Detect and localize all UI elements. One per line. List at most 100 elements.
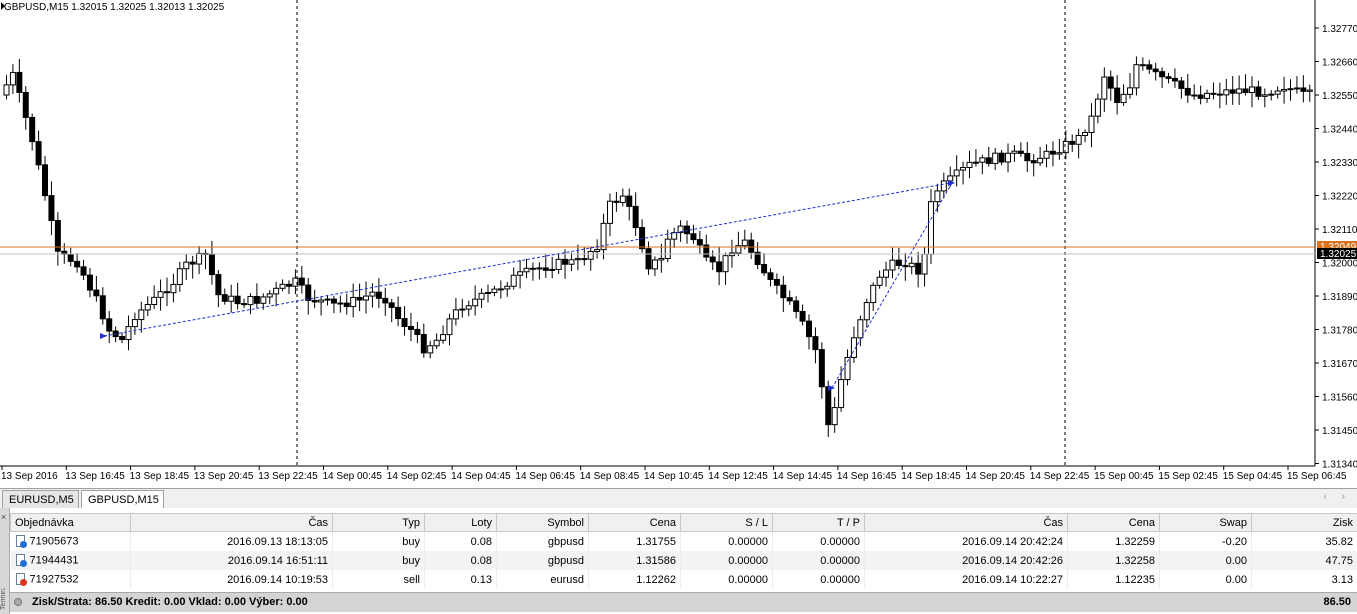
symbol-info: GBPUSD,M15 1.32015 1.32025 1.32013 1.320…	[4, 2, 225, 13]
candle-body	[273, 287, 280, 295]
candle-body	[1082, 131, 1089, 136]
candle-body	[587, 251, 594, 260]
col-header-sl[interactable]: S / L	[680, 513, 773, 532]
candle-body	[42, 164, 49, 197]
candle-body	[298, 277, 305, 286]
close-time-cell: 2016.09.14 20:42:26	[864, 551, 1068, 570]
price-tick-label: 1.32770	[1322, 24, 1357, 35]
candle-body	[1127, 87, 1133, 95]
bid-price-label: 1.32025	[1320, 249, 1357, 260]
candle-body	[594, 249, 601, 253]
col-header-symbol[interactable]: Symbol	[496, 513, 589, 532]
candle-body	[1255, 86, 1262, 97]
candle-body	[1242, 88, 1249, 94]
candle-body	[536, 267, 543, 270]
candle-body	[311, 299, 318, 303]
candle-body	[459, 308, 466, 311]
candle-body	[1197, 94, 1204, 99]
candle-body	[1114, 87, 1121, 104]
price-chart[interactable]: 1.32770 1.32660 1.32550 1.32440 1.32330 1.322…	[0, 0, 1357, 488]
trade-line-2	[831, 182, 953, 389]
col-header-profit[interactable]: Zisk	[1251, 513, 1357, 532]
tab-eurusd-m5[interactable]: EURUSD,M5	[2, 490, 79, 508]
candle-body	[1024, 152, 1031, 162]
time-tick-label: 15 Sep 00:45	[1094, 471, 1154, 482]
candle-body	[247, 295, 254, 306]
symbol-cell: gbpusd	[496, 551, 589, 570]
col-header-open-time[interactable]: Čas	[130, 513, 333, 532]
time-tick-label: 13 Sep 18:45	[130, 471, 190, 482]
col-header-close-price[interactable]: Cena	[1067, 513, 1160, 532]
candle-body	[1248, 86, 1255, 94]
candle-body	[908, 262, 915, 268]
tp-cell: 0.00000	[772, 570, 865, 589]
time-tick-label: 14 Sep 06:45	[515, 471, 575, 482]
col-header-close-time[interactable]: Čas	[864, 513, 1068, 532]
col-header-order[interactable]: Objednávka	[10, 513, 131, 532]
close-price-cell: 1.32259	[1067, 531, 1160, 551]
candle-body	[151, 296, 158, 306]
table-row[interactable]: 71944431 2016.09.14 16:51:11 buy 0.08 gb…	[10, 551, 1357, 570]
time-tick-label: 14 Sep 20:45	[966, 471, 1026, 482]
table-row[interactable]: 71927532 2016.09.14 10:19:53 sell 0.13 e…	[10, 570, 1357, 589]
candle-body	[1133, 64, 1140, 89]
candle-body	[632, 205, 639, 229]
close-time-cell: 2016.09.14 20:42:24	[864, 531, 1068, 551]
time-tick-label: 14 Sep 18:45	[901, 471, 961, 482]
candle-body	[189, 261, 196, 265]
candle-body	[363, 295, 370, 301]
candle-body	[1159, 71, 1166, 78]
tp-cell: 0.00000	[772, 531, 865, 551]
candle-body	[1069, 140, 1076, 145]
candle-body	[998, 152, 1005, 163]
candle-body	[266, 293, 273, 298]
col-header-swap[interactable]: Swap	[1159, 513, 1252, 532]
price-tick-label: 1.32440	[1322, 125, 1357, 136]
candle-body	[992, 152, 999, 164]
candle-body	[960, 166, 967, 171]
candle-body	[645, 248, 652, 270]
level-price-label: 1.32049	[1320, 242, 1357, 253]
order-cell: 71905673	[10, 531, 131, 551]
candle-body	[138, 309, 145, 321]
buy-order-icon	[15, 554, 27, 567]
close-price-cell: 1.32258	[1067, 551, 1160, 570]
col-header-lots[interactable]: Loty	[424, 513, 497, 532]
col-header-type[interactable]: Typ	[332, 513, 425, 532]
price-tick-label: 1.32220	[1322, 192, 1357, 203]
tab-gbpusd-m15[interactable]: GBPUSD,M15	[81, 490, 164, 508]
candle-body	[600, 222, 607, 251]
candle-body	[517, 271, 524, 276]
candle-body	[1146, 64, 1153, 70]
lots-cell: 0.08	[424, 531, 497, 551]
price-tick-label: 1.32110	[1322, 225, 1357, 236]
chart-tab-bar: EURUSD,M5 GBPUSD,M15 ‹ ›	[0, 488, 1357, 508]
candle-body	[382, 297, 389, 304]
candle-body	[54, 220, 61, 252]
type-cell: buy	[332, 551, 425, 570]
overlay-layer: 1.32770 1.32660 1.32550 1.32440 1.32330 1.322…	[0, 0, 1357, 482]
candle-body	[568, 259, 575, 265]
candle-body	[1107, 76, 1114, 89]
time-tick-label: 13 Sep 20:45	[194, 471, 254, 482]
candle-body	[35, 141, 42, 166]
close-icon[interactable]: ×	[1, 512, 7, 522]
col-header-open-price[interactable]: Cena	[588, 513, 681, 532]
trade-open-arrow	[828, 385, 835, 391]
candle-body	[170, 283, 177, 294]
summary-total: 86.50	[1323, 596, 1351, 608]
candle-body	[799, 310, 806, 322]
candle-body	[1011, 150, 1018, 154]
level-price-tag	[1317, 241, 1357, 251]
tp-cell: 0.00000	[772, 551, 865, 570]
price-tick-label: 1.31890	[1322, 292, 1357, 303]
table-row[interactable]: 71905673 2016.09.13 18:13:05 buy 0.08 gb…	[10, 531, 1357, 551]
col-header-tp[interactable]: T / P	[772, 513, 865, 532]
candle-body	[99, 295, 106, 320]
tab-scroll-arrows[interactable]: ‹ ›	[1323, 491, 1351, 502]
candle-body	[183, 261, 190, 270]
chart-canvas[interactable]: 1.32770 1.32660 1.32550 1.32440 1.32330 1.322…	[0, 0, 1357, 488]
candle-body	[606, 200, 613, 224]
candle-body	[414, 328, 421, 336]
time-tick-label: 14 Sep 10:45	[644, 471, 704, 482]
